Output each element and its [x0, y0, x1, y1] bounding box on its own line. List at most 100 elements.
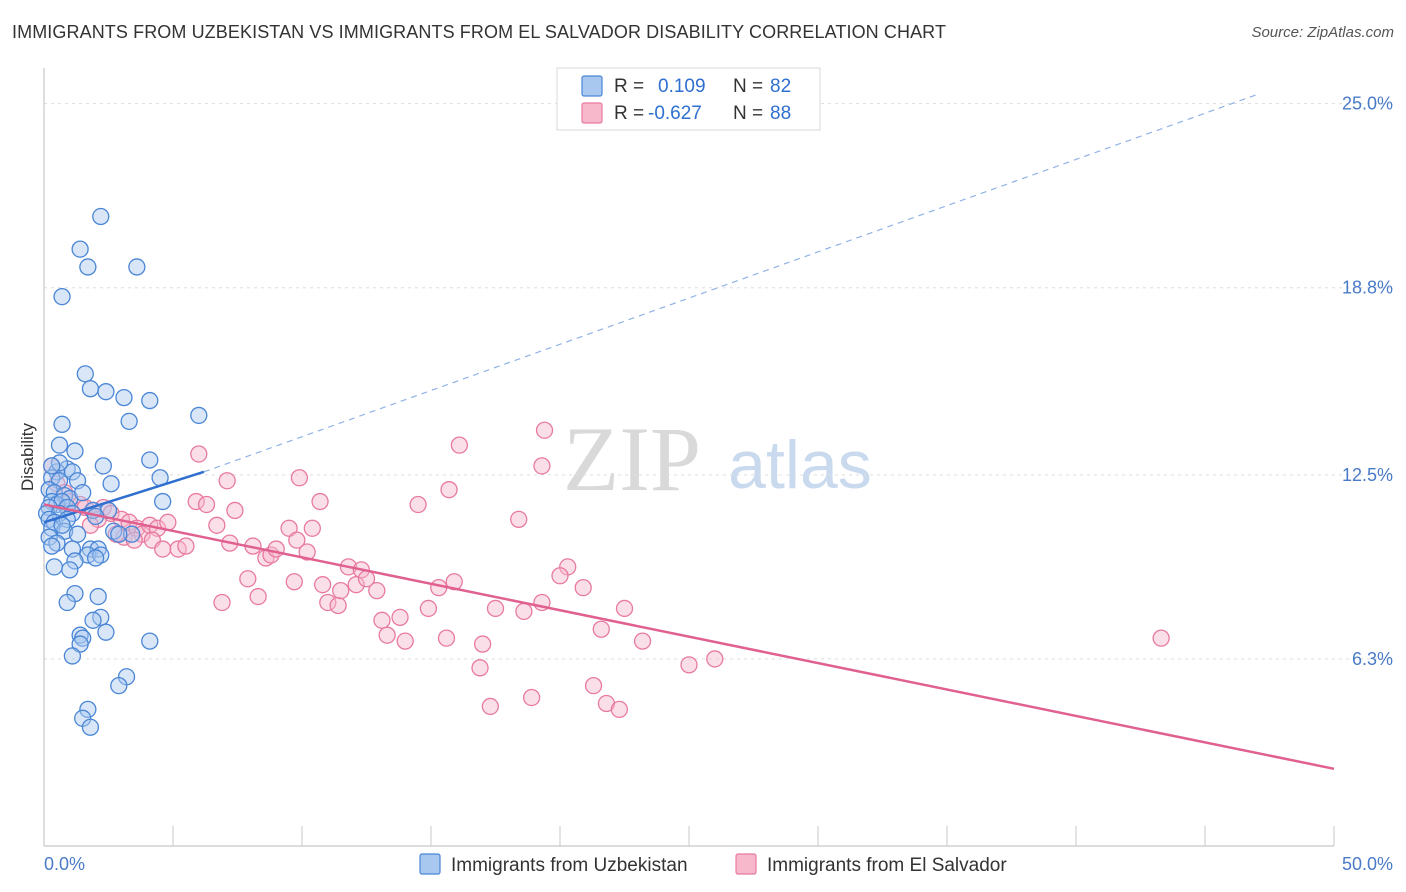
point-uzbekistan	[74, 483, 92, 502]
point-el-salvador	[522, 688, 541, 707]
point-uzbekistan	[110, 525, 128, 543]
point-el-salvador	[298, 543, 316, 561]
point-el-salvador	[486, 599, 505, 618]
point-uzbekistan	[102, 475, 120, 493]
point-uzbekistan	[190, 406, 208, 425]
point-el-salvador	[280, 519, 298, 537]
point-el-salvador	[610, 700, 628, 719]
point-uzbekistan	[50, 436, 69, 454]
point-el-salvador	[391, 608, 409, 627]
point-uzbekistan	[141, 391, 159, 410]
trend-lines	[43, 94, 1335, 771]
point-uzbekistan	[86, 549, 105, 567]
y-tick-label: 25.0%	[1342, 94, 1393, 114]
point-el-salvador	[213, 593, 231, 612]
bottom-legend-label-el-salvador: Immigrants from El Salvador	[767, 855, 1007, 876]
point-el-salvador	[177, 537, 195, 555]
point-uzbekistan	[81, 718, 100, 736]
point-uzbekistan	[53, 287, 71, 306]
point-uzbekistan	[63, 463, 82, 481]
point-uzbekistan	[71, 635, 89, 653]
point-uzbekistan	[105, 522, 123, 540]
point-el-salvador	[419, 599, 438, 618]
point-el-salvador	[197, 495, 216, 514]
point-el-salvador	[267, 540, 285, 558]
point-el-salvador	[239, 570, 257, 588]
point-el-salvador	[319, 593, 337, 612]
point-uzbekistan	[68, 525, 87, 543]
legend-n-value-el-salvador: 88	[770, 103, 791, 124]
point-el-salvador	[574, 579, 592, 597]
point-uzbekistan	[53, 415, 71, 433]
y-axis-label: Disability	[18, 422, 37, 491]
point-el-salvador	[450, 436, 469, 454]
point-el-salvador	[437, 629, 456, 647]
point-el-salvador	[633, 632, 652, 650]
series-el-salvador-points	[43, 421, 1170, 719]
trend-line-uzbekistan-extension	[203, 94, 1257, 473]
y-tick-label: 12.5%	[1342, 465, 1393, 485]
stats-legend: R = 0.109 N = 82 R = -0.627 N = 88	[556, 67, 821, 131]
point-el-salvador	[290, 469, 309, 487]
point-el-salvador	[288, 531, 306, 549]
legend-r-label-uzbekistan: R =	[614, 76, 644, 97]
point-uzbekistan	[71, 240, 89, 258]
point-uzbekistan	[45, 558, 63, 576]
point-uzbekistan	[110, 676, 128, 695]
bottom-legend-swatch-el-salvador	[735, 853, 757, 875]
point-uzbekistan	[97, 623, 115, 641]
series-uzbekistan-points	[37, 207, 208, 736]
point-el-salvador	[1152, 629, 1170, 647]
trend-line-uzbekistan	[43, 470, 205, 524]
point-el-salvador	[208, 516, 226, 534]
point-uzbekistan	[97, 383, 115, 401]
point-uzbekistan	[43, 537, 61, 555]
x-axis-ticks	[43, 826, 1335, 846]
series-legend: Immigrants from Uzbekistan Immigrants fr…	[419, 853, 1007, 876]
y-tick-label: 6.3%	[1352, 649, 1393, 669]
point-el-salvador	[510, 510, 528, 529]
point-uzbekistan	[89, 587, 107, 606]
point-el-salvador	[473, 635, 492, 653]
point-el-salvador	[533, 457, 551, 475]
point-el-salvador	[368, 581, 386, 600]
point-uzbekistan	[76, 365, 94, 383]
point-uzbekistan	[141, 451, 159, 469]
point-uzbekistan	[128, 258, 146, 276]
point-el-salvador	[515, 602, 533, 621]
point-uzbekistan	[43, 457, 61, 475]
point-uzbekistan	[81, 380, 100, 398]
point-el-salvador	[226, 501, 244, 520]
legend-r-label-el-salvador: R =	[614, 103, 644, 124]
point-uzbekistan	[66, 552, 84, 570]
point-uzbekistan	[94, 457, 112, 475]
point-el-salvador	[285, 573, 303, 591]
legend-swatch-el-salvador	[581, 102, 603, 124]
legend-r-value-el-salvador: -0.627	[648, 103, 702, 124]
point-el-salvador	[329, 596, 347, 615]
legend-n-label-uzbekistan: N =	[733, 76, 763, 97]
point-el-salvador	[481, 697, 499, 716]
point-el-salvador	[440, 481, 458, 499]
x-tick-label-min: 0.0%	[44, 854, 85, 874]
point-el-salvador	[584, 676, 603, 695]
point-uzbekistan	[120, 412, 138, 431]
point-uzbekistan	[92, 546, 110, 564]
point-el-salvador	[396, 632, 414, 650]
legend-r-value-uzbekistan: 0.109	[658, 76, 706, 97]
point-uzbekistan	[61, 561, 79, 579]
point-uzbekistan	[66, 442, 84, 460]
legend-swatch-uzbekistan	[581, 75, 603, 97]
legend-n-label-el-salvador: N =	[733, 103, 763, 124]
point-uzbekistan	[84, 611, 102, 629]
point-el-salvador	[378, 626, 396, 644]
point-el-salvador	[249, 587, 267, 606]
trend-line-el-salvador	[43, 503, 1335, 771]
source-credit: Source: ZipAtlas.com	[1251, 24, 1394, 41]
point-uzbekistan	[79, 700, 97, 719]
legend-n-value-uzbekistan: 82	[770, 76, 791, 97]
point-el-salvador	[218, 472, 236, 490]
watermark-atlas: atlas	[728, 427, 872, 503]
point-el-salvador	[332, 581, 350, 600]
